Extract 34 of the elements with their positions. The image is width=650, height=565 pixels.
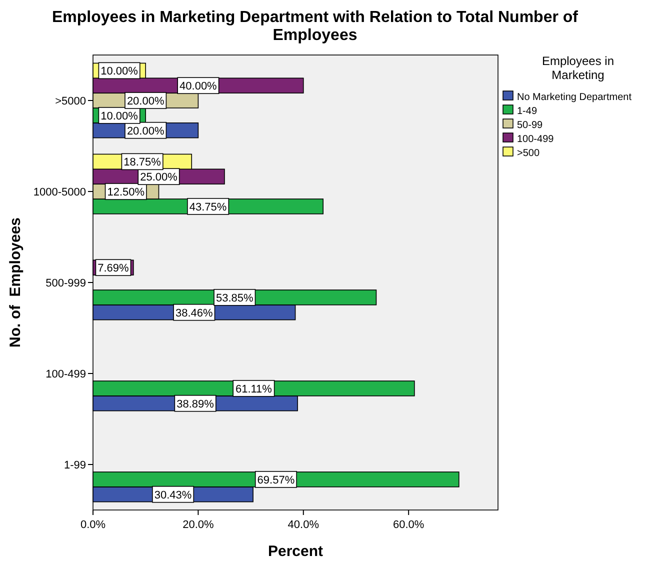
data-label: 30.43%: [154, 489, 192, 502]
data-label: 43.75%: [189, 201, 227, 214]
data-label: 18.75%: [124, 156, 162, 169]
y-tick-label: 100-499: [46, 368, 86, 380]
x-axis-title: Percent: [268, 543, 324, 560]
data-label: 53.85%: [216, 292, 254, 304]
data-label: 20.00%: [126, 96, 164, 108]
chart-title: Employees in Marketing Department with Relation to Total Number of Employees: [52, 9, 579, 44]
legend-label: 1-49: [517, 106, 538, 117]
data-label: 69.57%: [257, 474, 295, 486]
data-label: 61.11%: [235, 383, 272, 396]
legend-label: 100-499: [517, 134, 554, 145]
y-tick-label: 500-999: [46, 278, 86, 290]
legend-label: >500: [517, 148, 540, 159]
x-tick-label: 40.0%: [288, 519, 320, 531]
x-tick-label: 20.0%: [182, 519, 214, 531]
data-label: 20.00%: [126, 125, 164, 138]
legend-label: No Marketing Department: [517, 92, 632, 103]
data-label: 10.00%: [100, 66, 138, 78]
legend-label: 50-99: [517, 120, 544, 131]
data-label: 12.50%: [107, 186, 145, 198]
data-label: 38.89%: [176, 398, 214, 410]
data-label: 7.69%: [98, 262, 130, 275]
x-tick-label: 60.0%: [392, 519, 424, 531]
legend-title: Employees in Marketing: [542, 54, 614, 82]
data-label: 25.00%: [140, 172, 178, 184]
data-label: 40.00%: [180, 80, 218, 93]
data-label: 10.00%: [100, 110, 138, 122]
y-tick-label: 1000-5000: [33, 186, 86, 198]
y-axis-title: No. of Employees: [7, 217, 24, 348]
x-tick-label: 0.0%: [80, 519, 106, 531]
y-tick-label: 1-99: [64, 460, 86, 472]
y-tick-label: >5000: [55, 96, 86, 108]
data-label: 38.46%: [175, 307, 214, 320]
